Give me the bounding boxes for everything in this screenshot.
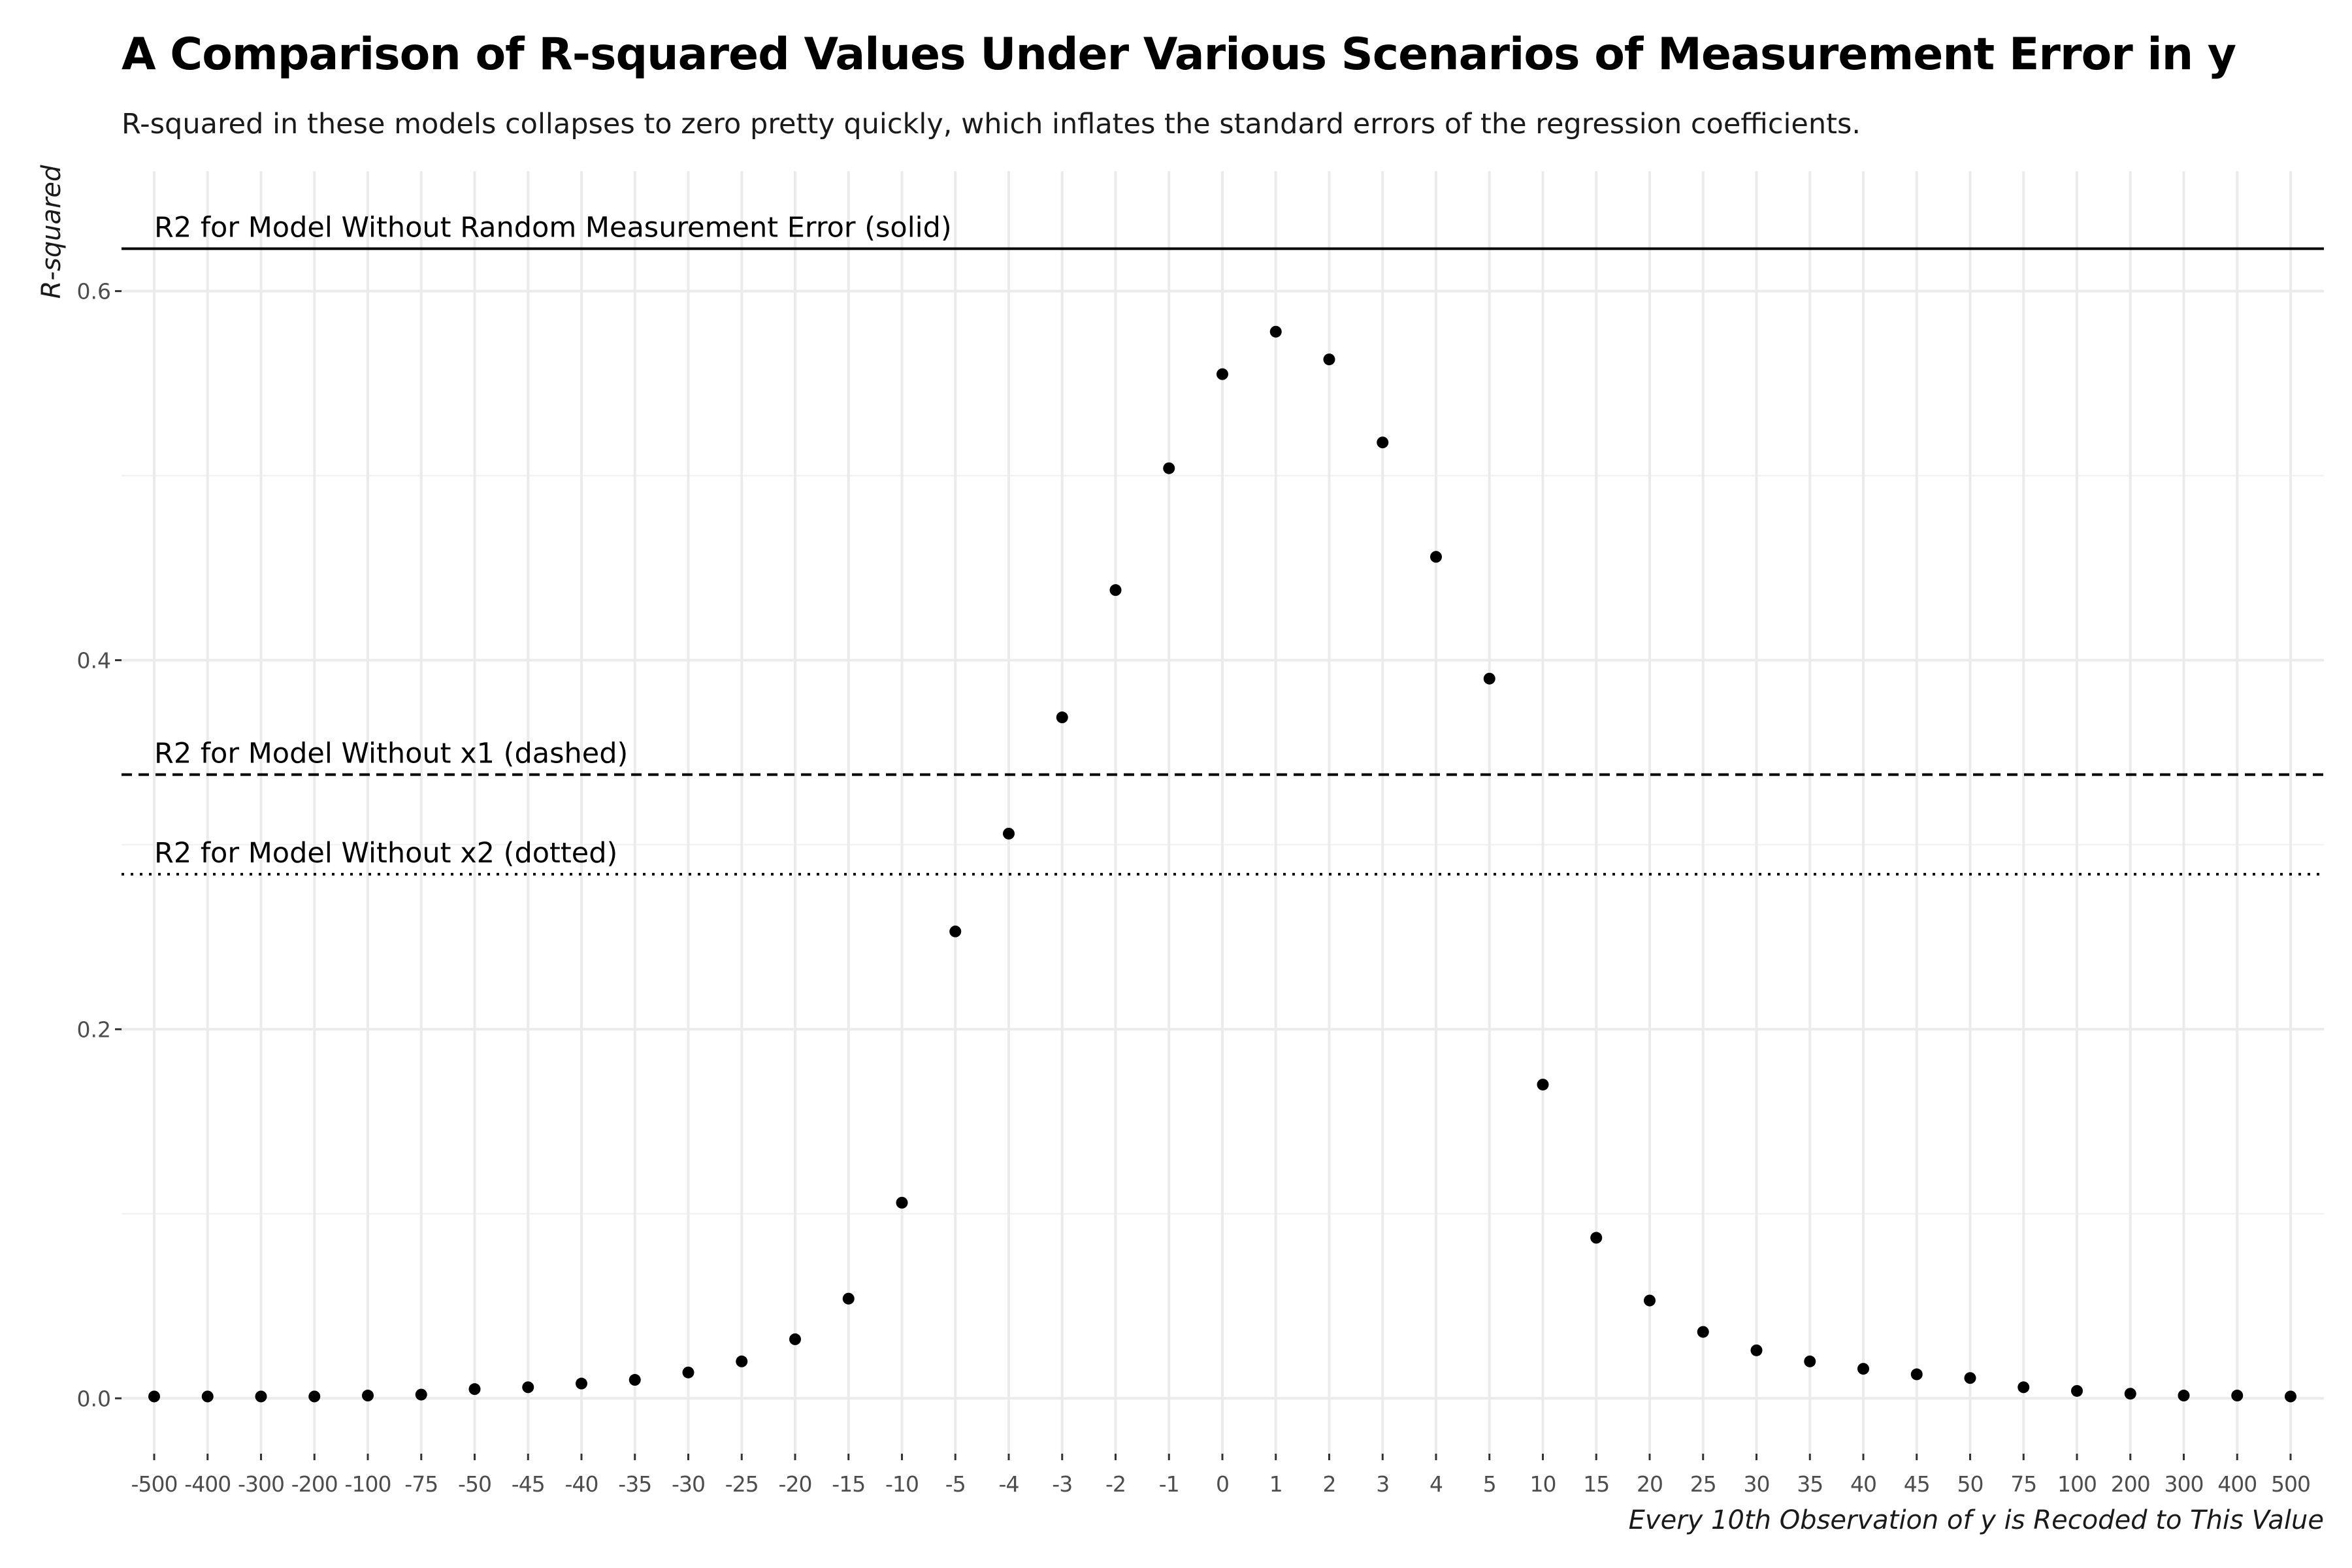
- y-tick-label: 0.6: [77, 279, 111, 304]
- x-tick-label: 3: [1376, 1471, 1389, 1497]
- data-point: [1697, 1326, 1709, 1338]
- x-tick-label: 10: [1530, 1471, 1556, 1497]
- x-tick-label: -45: [512, 1471, 545, 1497]
- y-tick-label: 0.0: [77, 1386, 111, 1411]
- x-tick-label: -25: [725, 1471, 759, 1497]
- data-point: [1964, 1372, 1976, 1384]
- data-point: [1109, 584, 1122, 596]
- x-tick-label: -40: [565, 1471, 598, 1497]
- y-tick-label: 0.2: [77, 1017, 111, 1042]
- data-point: [1003, 827, 1015, 840]
- data-point: [2071, 1384, 2083, 1397]
- data-point: [1377, 436, 1389, 449]
- data-point: [1217, 368, 1228, 380]
- x-tick-label: 300: [2164, 1471, 2204, 1497]
- x-tick-label: 40: [1850, 1471, 1876, 1497]
- data-point: [2231, 1390, 2244, 1402]
- data-point: [896, 1196, 908, 1209]
- chart-subtitle: R-squared in these models collapses to z…: [122, 108, 1861, 140]
- chart-title: A Comparison of R-squared Values Under V…: [122, 29, 2236, 80]
- x-tick-label: -20: [779, 1471, 812, 1497]
- x-tick-label: 500: [2271, 1471, 2310, 1497]
- data-point: [1430, 551, 1442, 563]
- x-tick-label: -15: [832, 1471, 865, 1497]
- x-tick-label: -50: [458, 1471, 491, 1497]
- data-point: [576, 1377, 587, 1390]
- data-point: [2124, 1388, 2136, 1400]
- data-point: [949, 925, 962, 938]
- data-point: [1644, 1294, 1656, 1307]
- x-tick-label: -3: [1052, 1471, 1072, 1497]
- x-tick-label: -10: [885, 1471, 919, 1497]
- data-point: [2178, 1390, 2190, 1402]
- x-tick-label: -200: [291, 1471, 338, 1497]
- x-tick-label: 25: [1690, 1471, 1716, 1497]
- x-axis-title: Every 10th Observation of y is Recoded t…: [1629, 1505, 2324, 1535]
- x-tick-label: -1: [1159, 1471, 1179, 1497]
- x-tick-label: -400: [184, 1471, 231, 1497]
- x-tick-label: 45: [1904, 1471, 1930, 1497]
- x-tick-label: 0: [1216, 1471, 1229, 1497]
- data-point: [415, 1388, 427, 1401]
- data-point: [2017, 1381, 2030, 1394]
- data-point: [1857, 1363, 1869, 1375]
- data-point: [1163, 462, 1175, 474]
- x-tick-label: 15: [1583, 1471, 1609, 1497]
- data-point: [308, 1390, 321, 1403]
- data-point: [1590, 1232, 1603, 1244]
- data-point: [1323, 353, 1335, 366]
- x-tick-label: -100: [345, 1471, 391, 1497]
- x-tick-label: -35: [618, 1471, 651, 1497]
- reference-line-label: R2 for Model Without Random Measurement …: [154, 212, 952, 244]
- data-point: [255, 1390, 267, 1403]
- x-tick-label: 75: [2010, 1471, 2036, 1497]
- x-tick-label: -75: [404, 1471, 438, 1497]
- x-tick-label: -4: [999, 1471, 1019, 1497]
- data-point: [629, 1374, 641, 1386]
- x-tick-label: 30: [1744, 1471, 1770, 1497]
- x-tick-label: 50: [1957, 1471, 1984, 1497]
- x-tick-label: 5: [1483, 1471, 1496, 1497]
- data-point: [1537, 1079, 1549, 1091]
- data-point: [682, 1366, 694, 1379]
- data-point: [1750, 1344, 1763, 1356]
- x-tick-label: -5: [945, 1471, 966, 1497]
- x-tick-label: 35: [1797, 1471, 1823, 1497]
- data-point: [1483, 672, 1495, 685]
- data-point: [1804, 1355, 1816, 1367]
- x-tick-label: 400: [2217, 1471, 2257, 1497]
- x-tick-label: -30: [672, 1471, 705, 1497]
- x-tick-label: 100: [2057, 1471, 2097, 1497]
- x-tick-label: 20: [1637, 1471, 1663, 1497]
- x-tick-label: 4: [1429, 1471, 1443, 1497]
- data-point: [789, 1333, 801, 1345]
- x-tick-label: 200: [2111, 1471, 2150, 1497]
- x-tick-label: 2: [1323, 1471, 1336, 1497]
- x-tick-label: -500: [131, 1471, 178, 1497]
- x-tick-label: -2: [1105, 1471, 1126, 1497]
- data-point: [468, 1383, 481, 1396]
- data-point: [522, 1381, 534, 1394]
- data-point: [201, 1390, 214, 1403]
- data-point: [2285, 1390, 2296, 1403]
- data-point: [362, 1390, 374, 1402]
- data-point: [842, 1292, 855, 1305]
- data-point: [148, 1390, 160, 1403]
- reference-line-label: R2 for Model Without x2 (dotted): [154, 837, 617, 870]
- data-point: [1269, 325, 1282, 338]
- data-point: [736, 1355, 748, 1367]
- y-tick-label: 0.4: [77, 647, 111, 673]
- reference-line-label: R2 for Model Without x1 (dashed): [154, 738, 628, 770]
- data-point: [1056, 711, 1068, 724]
- x-tick-label: -300: [238, 1471, 284, 1497]
- x-tick-label: 1: [1269, 1471, 1282, 1497]
- data-point: [1910, 1368, 1923, 1380]
- y-axis-title: R-squared: [37, 165, 67, 299]
